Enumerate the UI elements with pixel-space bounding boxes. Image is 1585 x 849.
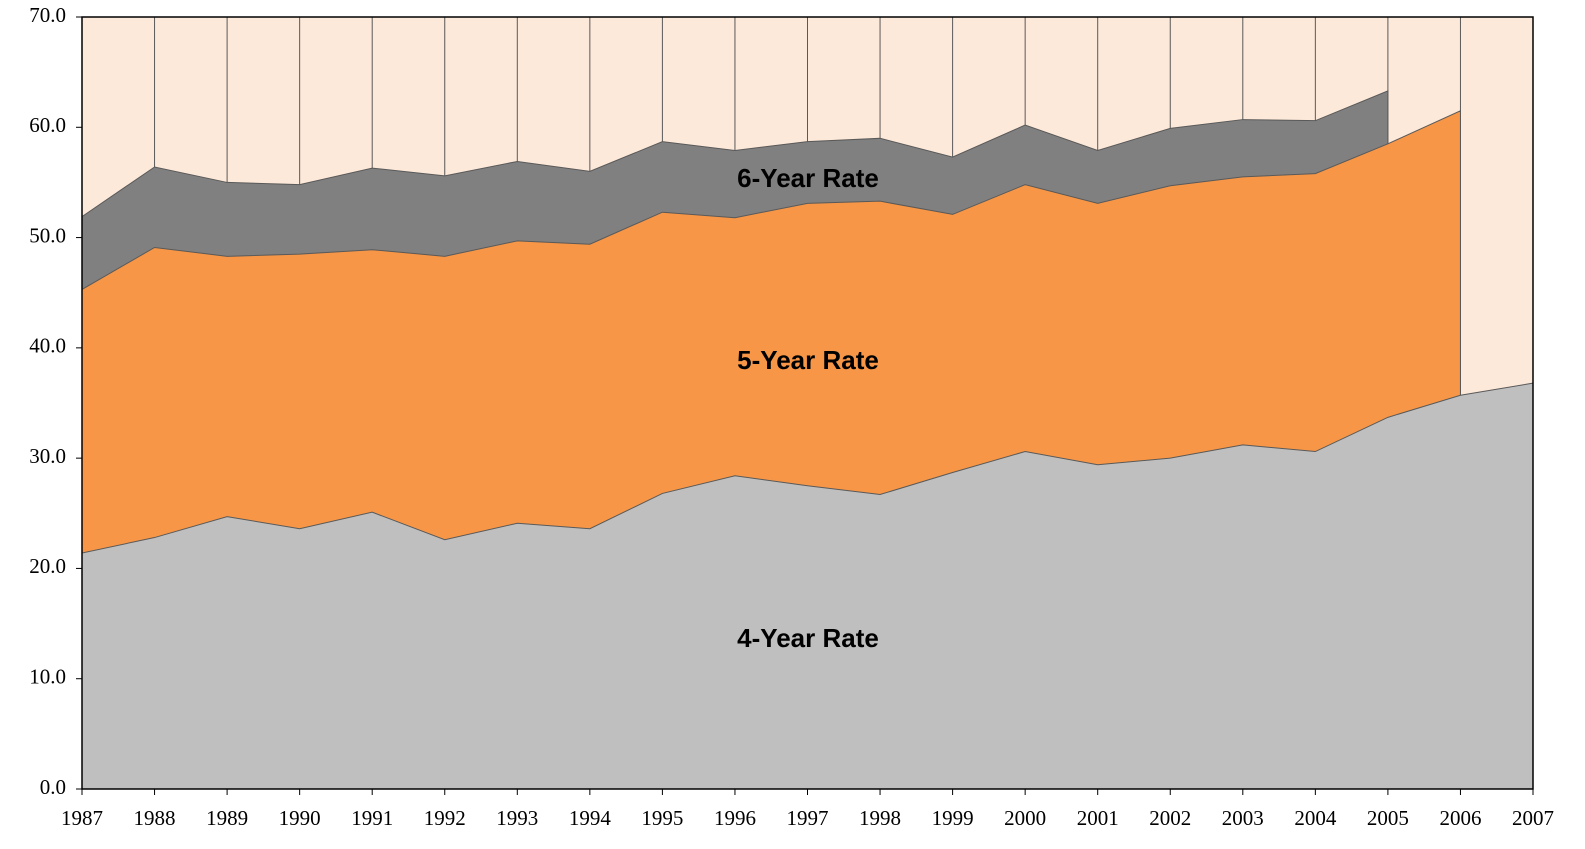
x-tick-label: 1997 <box>787 806 829 830</box>
x-tick-label: 1993 <box>496 806 538 830</box>
x-tick-label: 1987 <box>61 806 103 830</box>
x-tick-label: 1999 <box>932 806 974 830</box>
x-tick-label: 2007 <box>1512 806 1554 830</box>
area <box>81 382 1534 790</box>
y-tick-label: 30.0 <box>29 444 66 468</box>
y-tick-label: 70.0 <box>29 3 66 27</box>
x-tick-label: 2002 <box>1149 806 1191 830</box>
x-tick-label: 1989 <box>206 806 248 830</box>
x-tick-label: 1988 <box>134 806 176 830</box>
series-label: 5-Year Rate <box>737 345 879 375</box>
x-tick-label: 1992 <box>424 806 466 830</box>
x-tick-label: 2000 <box>1004 806 1046 830</box>
x-tick-label: 2003 <box>1222 806 1264 830</box>
x-tick-label: 2004 <box>1294 806 1337 830</box>
y-tick-label: 40.0 <box>29 334 66 358</box>
x-tick-label: 1990 <box>279 806 321 830</box>
y-tick-label: 50.0 <box>29 223 66 247</box>
x-tick-label: 1998 <box>859 806 901 830</box>
x-tick-label: 1996 <box>714 806 756 830</box>
x-tick-label: 2001 <box>1077 806 1119 830</box>
x-tick-label: 1994 <box>569 806 612 830</box>
y-tick-label: 10.0 <box>29 665 66 689</box>
series-label: 6-Year Rate <box>737 163 879 193</box>
x-tick-label: 2005 <box>1367 806 1409 830</box>
plot-border <box>81 16 1534 790</box>
x-tick-label: 1991 <box>351 806 393 830</box>
x-tick-label: 2006 <box>1439 806 1481 830</box>
y-tick-label: 60.0 <box>29 113 66 137</box>
series-label: 4-Year Rate <box>737 623 879 653</box>
y-tick-label: 20.0 <box>29 554 66 578</box>
y-tick-label: 0.0 <box>40 775 66 799</box>
x-tick-label: 1995 <box>641 806 683 830</box>
